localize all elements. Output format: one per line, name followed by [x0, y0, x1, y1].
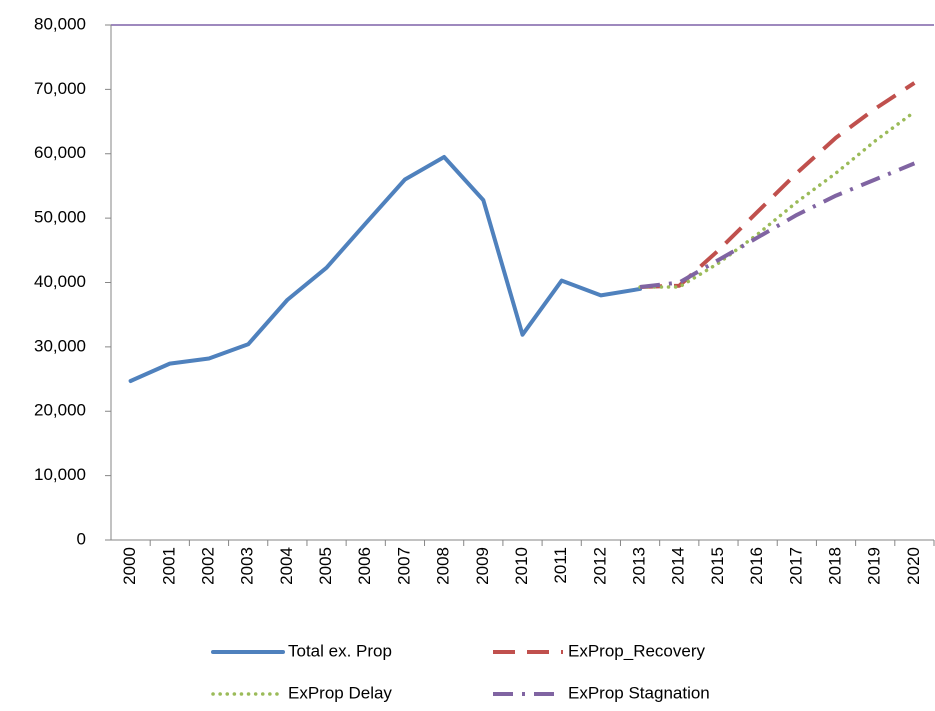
x-tick-label: 2004: [277, 547, 296, 585]
series-line: [639, 161, 916, 289]
x-tick-label: 2017: [786, 547, 805, 585]
series-line: [128, 154, 643, 383]
x-tick-label: 2007: [394, 547, 413, 585]
x-tick-label: 2013: [630, 547, 649, 585]
x-tick-label: 2019: [865, 547, 884, 585]
y-tick-label: 50,000: [34, 208, 86, 227]
y-tick-label: 20,000: [34, 401, 86, 420]
legend-label: ExProp Delay: [288, 683, 392, 702]
y-tick-label: 70,000: [34, 79, 86, 98]
x-tick-label: 2015: [708, 547, 727, 585]
x-tick-label: 2009: [473, 547, 492, 585]
legend-label: Total ex. Prop: [288, 641, 392, 660]
y-tick-label: 30,000: [34, 336, 86, 355]
x-tick-label: 2000: [120, 547, 139, 585]
x-tick-label: 2003: [238, 547, 257, 585]
y-tick-label: 80,000: [34, 14, 86, 33]
series-line: [638, 110, 917, 289]
x-tick-label: 2020: [904, 547, 923, 585]
y-tick-label: 60,000: [34, 143, 86, 162]
x-tick-label: 2012: [590, 547, 609, 585]
x-tick-label: 2001: [159, 547, 178, 585]
x-tick-label: 2005: [316, 547, 335, 585]
x-tick-label: 2010: [512, 547, 531, 585]
x-tick-label: 2006: [355, 547, 374, 585]
legend-label: ExProp Stagnation: [568, 683, 710, 702]
y-tick-label: 0: [77, 529, 86, 548]
x-tick-label: 2018: [826, 547, 845, 585]
x-tick-label: 2011: [551, 547, 570, 584]
legend-label: ExProp_Recovery: [568, 641, 706, 660]
x-tick-label: 2008: [434, 547, 453, 585]
y-tick-label: 10,000: [34, 465, 86, 484]
series-line: [640, 81, 916, 290]
x-tick-label: 2014: [669, 547, 688, 585]
x-tick-label: 2002: [198, 547, 217, 585]
x-tick-label: 2016: [747, 547, 766, 585]
y-tick-label: 40,000: [34, 272, 86, 291]
